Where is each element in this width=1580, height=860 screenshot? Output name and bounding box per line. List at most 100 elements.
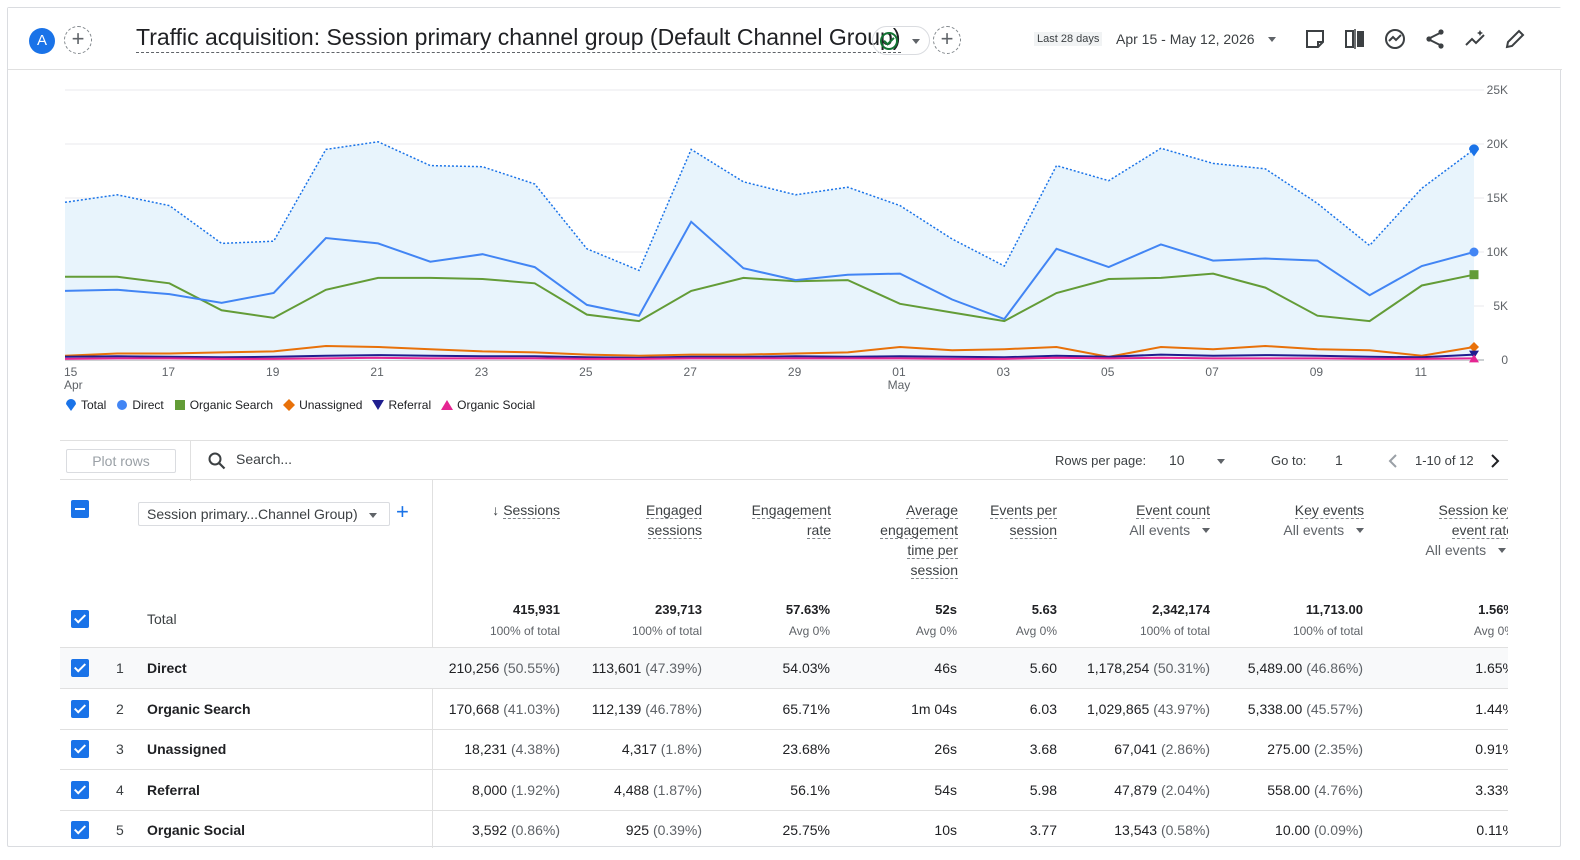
x-tick-label: 07: [1205, 365, 1219, 379]
col-header-session-key-event-rate[interactable]: Session key event rate All events: [1354, 500, 1508, 570]
status-dropdown[interactable]: [872, 26, 930, 55]
total-row: Total 415,931 100% of total 239,713 100% of…: [60, 596, 1508, 648]
share-icon[interactable]: [1424, 28, 1446, 50]
total-subvalue: Avg 0%: [915, 624, 957, 638]
table-row[interactable]: 5 Organic Social 3,592 (0.86%) 925 (0.39%) 2…: [60, 810, 1508, 848]
total-subvalue: Avg 0%: [1473, 624, 1508, 638]
x-tick-label: 23: [475, 365, 489, 379]
row-channel-name[interactable]: Unassigned: [147, 741, 227, 758]
plot-rows-button[interactable]: Plot rows: [66, 449, 176, 473]
event-count-filter[interactable]: All events: [1129, 522, 1191, 538]
series-line-direct: [64, 220, 1475, 321]
y-tick-label: 0: [1501, 353, 1508, 367]
row-checkbox[interactable]: [71, 780, 89, 799]
chevron-left-icon[interactable]: [1386, 453, 1400, 469]
line-chart: 0 5K 10K 15K 20K 25K 15 Apr 17 19 21 23 25 27 29 01 May 0…: [8, 70, 1562, 430]
row-channel-name[interactable]: Organic Search: [147, 700, 251, 717]
row-checkbox[interactable]: [71, 659, 89, 677]
dimension-chevron-down-icon: [369, 513, 377, 518]
row-index: 1: [116, 660, 124, 676]
legend-item[interactable]: Direct: [116, 398, 164, 412]
date-range[interactable]: Apr 15 - May 12, 2026: [1116, 31, 1255, 47]
dimension-label: Session primary...Channel Group): [147, 506, 358, 522]
legend-item[interactable]: Organic Search: [174, 398, 273, 412]
add-comparison-button[interactable]: +: [64, 26, 92, 54]
col-header-event-count[interactable]: Event count All events: [1129, 502, 1210, 538]
row-cell: 65.71%: [782, 700, 830, 717]
row-channel-name[interactable]: Organic Social: [147, 822, 246, 839]
col-header-avg-engagement-time[interactable]: Average engagement time per session: [880, 502, 958, 579]
series-line-total: [64, 141, 1475, 272]
trend-sparkle-icon[interactable]: [1464, 28, 1486, 50]
x-tick-label: 27: [684, 365, 698, 379]
x-tick-label: 19: [266, 365, 280, 379]
chart-legend: Total Direct Organic Search Unassigned Refer…: [65, 398, 535, 412]
row-cell: 5.60: [1029, 660, 1057, 676]
row-cell: 1.65%: [1475, 660, 1508, 676]
add-dimension-button[interactable]: +: [396, 499, 409, 524]
row-index: 4: [116, 781, 124, 798]
row-cell: 26s: [934, 741, 957, 758]
legend-item[interactable]: Organic Social: [441, 398, 535, 412]
y-tick-label: 25K: [1487, 83, 1508, 97]
x-tick-label: 17: [162, 365, 176, 379]
x-tick-label: 03: [997, 365, 1011, 379]
row-cell: 10.00 (0.09%): [1275, 822, 1363, 839]
table-row[interactable]: 2 Organic Search 170,668 (41.03%) 112,139 (…: [60, 689, 1508, 730]
row-cell: 56.1%: [790, 781, 830, 798]
row-cell: 5,338.00 (45.57%): [1247, 700, 1363, 717]
chevron-down-icon[interactable]: [1356, 528, 1364, 533]
legend-item[interactable]: Total: [65, 398, 106, 412]
date-chevron-down-icon[interactable]: [1268, 37, 1276, 42]
row-channel-name[interactable]: Referral: [147, 781, 200, 798]
row-checkbox[interactable]: [71, 740, 89, 759]
insights-icon[interactable]: [1384, 28, 1406, 50]
search-input[interactable]: [236, 451, 436, 467]
chevron-down-icon[interactable]: [1498, 548, 1506, 553]
select-all-checkbox[interactable]: [71, 500, 89, 518]
col-header-engagement-rate[interactable]: Engagement rate: [751, 502, 831, 539]
key-events-filter[interactable]: All events: [1283, 522, 1345, 538]
row-cell: 8,000 (1.92%): [472, 781, 560, 798]
row-cell: 18,231 (4.38%): [464, 741, 560, 758]
col-header-sessions[interactable]: ↓ Sessions: [492, 502, 560, 519]
chevron-right-icon[interactable]: [1488, 453, 1502, 469]
legend-item[interactable]: Unassigned: [283, 398, 362, 412]
row-checkbox[interactable]: [71, 699, 89, 718]
y-tick-label: 10K: [1487, 245, 1508, 259]
end-marker-organic-search: [1469, 270, 1479, 280]
session-key-event-filter[interactable]: All events: [1425, 542, 1487, 558]
add-filter-button[interactable]: +: [933, 26, 961, 54]
compare-icon[interactable]: [1344, 28, 1366, 50]
row-cell: 1,178,254 (50.31%): [1087, 660, 1210, 676]
legend-square-icon: [174, 400, 185, 410]
page-title[interactable]: Traffic acquisition: Session primary cha…: [136, 24, 901, 53]
edit-pencil-icon[interactable]: [1504, 28, 1526, 50]
col-header-events-per-session[interactable]: Events per session: [990, 502, 1057, 539]
chevron-down-icon[interactable]: [1202, 528, 1210, 533]
total-value: 5.63: [1031, 602, 1057, 617]
table-row[interactable]: 4 Referral 8,000 (1.92%) 4,488 (1.87%) 56.1%…: [60, 770, 1508, 811]
dimension-select[interactable]: Session primary...Channel Group): [138, 502, 390, 526]
goto-input[interactable]: 1: [1335, 452, 1343, 468]
end-marker-total: [1469, 144, 1479, 157]
col-header-engaged-sessions[interactable]: Engaged sessions: [645, 502, 702, 539]
table-row[interactable]: 3 Unassigned 18,231 (4.38%) 4,317 (1.8%) 23.…: [60, 729, 1508, 771]
rows-per-page-select[interactable]: 10: [1169, 452, 1185, 468]
date-preset-label[interactable]: Last 28 days: [1034, 32, 1103, 46]
col-header-key-events[interactable]: Key events All events: [1283, 502, 1364, 538]
rows-chevron-down-icon[interactable]: [1217, 459, 1225, 464]
total-checkbox[interactable]: [71, 610, 89, 628]
legend-item[interactable]: Referral: [372, 398, 431, 412]
table-row[interactable]: 1 Direct 210,256 (50.55%) 113,601 (47.39%) 5…: [60, 648, 1508, 689]
series-area-total: [65, 141, 1474, 360]
row-channel-name[interactable]: Direct: [147, 660, 187, 676]
avatar[interactable]: A: [29, 28, 55, 54]
row-cell: 46s: [934, 660, 957, 676]
row-cell: 3.68: [1029, 741, 1057, 758]
note-icon[interactable]: [1304, 28, 1326, 50]
end-marker-organic-social: [1469, 354, 1479, 363]
row-checkbox[interactable]: [71, 821, 89, 840]
row-cell: 10s: [934, 822, 957, 839]
